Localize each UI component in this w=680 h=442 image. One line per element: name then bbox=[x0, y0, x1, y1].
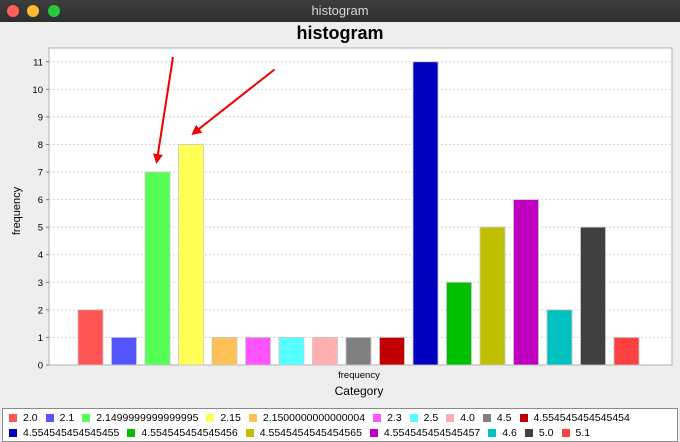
y-tick-label: 0 bbox=[38, 361, 43, 372]
chart-title: histogram bbox=[296, 23, 384, 43]
bar bbox=[546, 309, 573, 366]
y-tick-label: 11 bbox=[33, 57, 43, 68]
legend: 2.0 2.1 2.1499999999999995 2.15 2.1500000000… bbox=[2, 408, 678, 442]
histogram-chart: 0 1 2 3 4 5 6 7 8 9 10 11 frequency frequency Categ… bbox=[11, 47, 673, 398]
legend-swatch bbox=[488, 429, 497, 437]
plot-area bbox=[48, 47, 673, 366]
legend-swatch bbox=[9, 414, 17, 422]
legend-label: 4.554545454545455 bbox=[23, 427, 120, 439]
bar bbox=[479, 226, 506, 366]
legend-item: 4.554545454545455 bbox=[9, 427, 119, 439]
legend-row: 2.0 2.1 2.1499999999999995 2.15 2.1500000000… bbox=[9, 411, 638, 425]
legend-swatch bbox=[82, 414, 91, 422]
bar bbox=[446, 281, 472, 366]
legend-item: 4.554545454545454 bbox=[519, 412, 630, 424]
legend-swatch bbox=[524, 429, 533, 437]
legend-swatch bbox=[446, 414, 455, 422]
legend-swatch bbox=[127, 429, 136, 437]
legend-swatch bbox=[9, 429, 17, 437]
legend-label: 4.554545454545457 bbox=[383, 427, 481, 439]
legend-item: 2.1500000000000004 bbox=[248, 412, 366, 424]
legend-swatch bbox=[206, 414, 215, 422]
legend-swatch bbox=[373, 414, 382, 422]
legend-label: 5.1 bbox=[575, 427, 591, 439]
legend-label: 2.1500000000000004 bbox=[262, 412, 366, 424]
legend-label: 2.1 bbox=[59, 412, 75, 424]
legend-swatch bbox=[561, 429, 570, 437]
legend-item: 4.554545454545456 bbox=[127, 427, 238, 439]
legend-label: 4.554545454545456 bbox=[141, 427, 238, 439]
y-axis-label: frequency bbox=[11, 186, 23, 235]
y-tick-label: 1 bbox=[38, 333, 43, 344]
legend-label: 2.15 bbox=[220, 412, 241, 424]
y-tick-label: 5 bbox=[38, 223, 43, 234]
bar bbox=[345, 337, 372, 366]
legend-swatch bbox=[248, 414, 257, 422]
bar bbox=[580, 226, 606, 366]
legend-item: 2.3 bbox=[373, 412, 402, 424]
legend-label: 2.3 bbox=[387, 412, 402, 424]
legend-item: 4.5545454545454565 bbox=[245, 427, 362, 439]
y-tick-label: 6 bbox=[38, 195, 43, 206]
legend-label: 2.0 bbox=[23, 412, 38, 424]
legend-item: 4.6 bbox=[488, 427, 517, 439]
bar bbox=[312, 337, 338, 366]
y-tick-label: 10 bbox=[32, 85, 43, 96]
bar bbox=[278, 337, 305, 366]
legend-item: 4.0 bbox=[446, 412, 475, 424]
annotation-arrow bbox=[191, 68, 276, 135]
y-tick-label: 3 bbox=[38, 278, 43, 289]
bar bbox=[77, 309, 104, 366]
bar bbox=[245, 337, 271, 366]
bar bbox=[613, 337, 640, 366]
annotation-arrow bbox=[152, 56, 174, 164]
bar bbox=[178, 144, 204, 366]
y-tick-label: 8 bbox=[38, 140, 43, 151]
legend-label: 4.6 bbox=[502, 427, 517, 439]
legend-label: 4.0 bbox=[460, 412, 475, 424]
legend-item: 4.554545454545457 bbox=[369, 427, 481, 439]
y-tick-label: 2 bbox=[38, 305, 43, 316]
legend-swatch bbox=[245, 429, 254, 437]
legend-item: 5.0 bbox=[524, 427, 554, 439]
bar bbox=[513, 199, 539, 366]
y-tick-label: 7 bbox=[38, 168, 43, 179]
legend-label: 5.0 bbox=[538, 427, 554, 439]
legend-label: 4.5 bbox=[496, 412, 512, 424]
minimize-window-button[interactable] bbox=[27, 5, 39, 17]
legend-row: 4.554545454545455 4.554545454545456 4.5545… bbox=[9, 426, 598, 440]
annotations bbox=[152, 56, 276, 164]
legend-swatch bbox=[369, 429, 378, 437]
bar bbox=[144, 171, 171, 366]
bar bbox=[211, 337, 238, 366]
bar bbox=[412, 61, 439, 366]
legend-label: 4.554545454545454 bbox=[533, 412, 630, 424]
y-tick-label: 4 bbox=[38, 250, 43, 261]
close-window-button[interactable] bbox=[7, 5, 19, 17]
bar bbox=[111, 337, 137, 366]
legend-swatch bbox=[45, 414, 54, 422]
legend-item: 2.5 bbox=[409, 412, 439, 424]
legend-item: 5.1 bbox=[561, 427, 591, 439]
legend-swatch bbox=[482, 414, 491, 422]
legend-item: 2.1 bbox=[45, 412, 75, 424]
y-tick-label: 9 bbox=[38, 112, 43, 123]
legend-label: 2.1499999999999995 bbox=[96, 412, 199, 424]
legend-item: 2.15 bbox=[206, 412, 241, 424]
legend-item: 2.0 bbox=[9, 412, 38, 424]
legend-item: 4.5 bbox=[482, 412, 512, 424]
legend-swatch bbox=[519, 414, 528, 422]
series-label: frequency bbox=[338, 370, 380, 381]
legend-label: 2.5 bbox=[423, 412, 439, 424]
bar bbox=[379, 337, 405, 366]
legend-label: 4.5545454545454565 bbox=[259, 427, 362, 439]
y-axis-ticks: 0 1 2 3 4 5 6 7 8 9 10 11 bbox=[32, 57, 49, 372]
legend-swatch bbox=[409, 414, 418, 422]
legend-item: 2.1499999999999995 bbox=[82, 412, 198, 424]
bars bbox=[77, 61, 640, 366]
window-title: histogram bbox=[311, 3, 369, 18]
x-axis-label: Category bbox=[335, 384, 384, 398]
maximize-window-button[interactable] bbox=[48, 5, 60, 17]
